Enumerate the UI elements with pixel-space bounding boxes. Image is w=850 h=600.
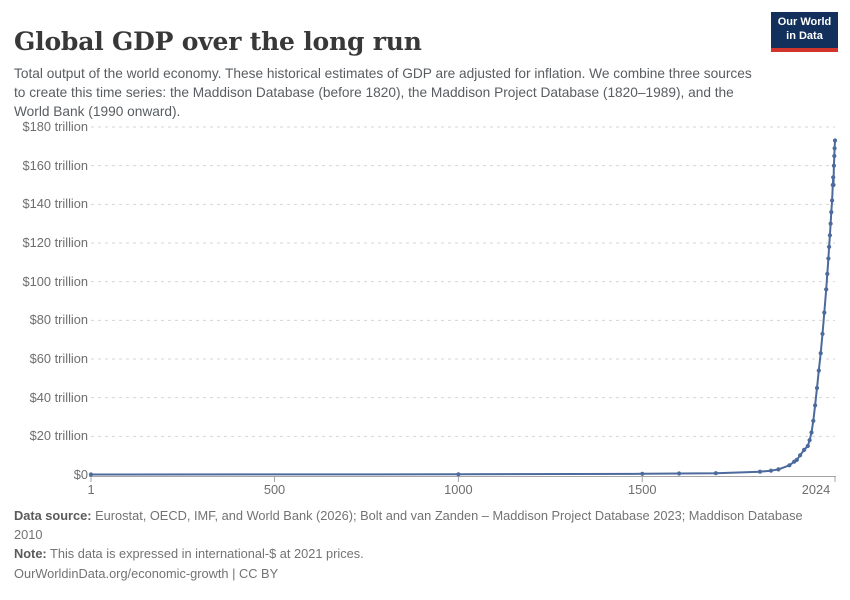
y-axis-label: $120 trillion: [22, 235, 88, 250]
owid-logo[interactable]: Our World in Data: [771, 12, 838, 52]
note-line: Note: This data is expressed in internat…: [14, 545, 820, 564]
x-axis-label: 1500: [628, 482, 657, 497]
y-axis-label: $20 trillion: [29, 428, 88, 444]
y-axis-label: $0: [73, 467, 88, 482]
y-axis-label: $40 trillion: [29, 389, 88, 405]
y-axis-label: $60 trillion: [29, 351, 88, 366]
x-axis-label: 2024: [801, 482, 831, 497]
data-source-line: Data source: Eurostat, OECD, IMF, and Wo…: [14, 507, 820, 544]
page-title: Global GDP over the long run: [14, 26, 422, 56]
y-axis-label: $100 trillion: [22, 273, 88, 289]
note-label: Note:: [14, 546, 47, 562]
chart-subtitle: Total output of the world economy. These…: [14, 65, 752, 119]
gdp-line-chart-canvas[interactable]: [0, 110, 850, 490]
y-axis-label: $140 trillion: [22, 196, 88, 212]
y-axis-label: $160 trillion: [22, 157, 88, 173]
x-axis-label: 500: [263, 482, 286, 497]
y-axis-label: $80 trillion: [29, 312, 88, 328]
y-axis-label: $180 trillion: [22, 119, 88, 134]
x-axis-label: 1000: [444, 482, 473, 497]
owid-logo-line2: in Data: [786, 30, 823, 42]
x-axis-label: 1: [87, 482, 95, 497]
data-source-label: Data source:: [14, 508, 92, 523]
chart-footer: Data source: Eurostat, OECD, IMF, and Wo…: [14, 507, 820, 583]
note-text: This data is expressed in international-…: [46, 546, 364, 562]
data-source-text: Eurostat, OECD, IMF, and World Bank (202…: [14, 508, 803, 542]
owid-logo-line1: Our World: [777, 16, 832, 29]
owid-url-link[interactable]: OurWorldinData.org/economic-growth | CC …: [14, 565, 279, 581]
